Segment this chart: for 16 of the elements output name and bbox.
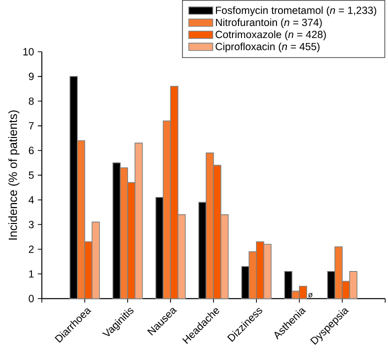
- y-tick-label: 3: [28, 220, 34, 228]
- y-tick-label: 5: [28, 171, 34, 179]
- legend-label: Nitrofurantoin (n = 374): [216, 18, 322, 28]
- y-tick-label: 10: [23, 48, 34, 56]
- y-tick-label: 2: [28, 245, 34, 253]
- y-axis-title: Incidence (% of patients): [8, 110, 20, 240]
- legend-label: Fosfomycin trometamol (n = 1,233): [216, 6, 376, 16]
- y-tick-label: 0: [28, 294, 34, 302]
- y-tick-label: 9: [28, 72, 34, 80]
- y-tick-label: 6: [28, 146, 34, 154]
- y-tick-label: 7: [28, 122, 34, 130]
- y-tick-label: 8: [28, 97, 34, 105]
- y-tick-label: 4: [28, 196, 34, 204]
- legend-label: Ciprofloxacin (n = 455): [216, 42, 320, 52]
- legend-label: Cotrimoxazole (n = 428): [216, 30, 326, 40]
- y-tick-label: 1: [29, 270, 34, 278]
